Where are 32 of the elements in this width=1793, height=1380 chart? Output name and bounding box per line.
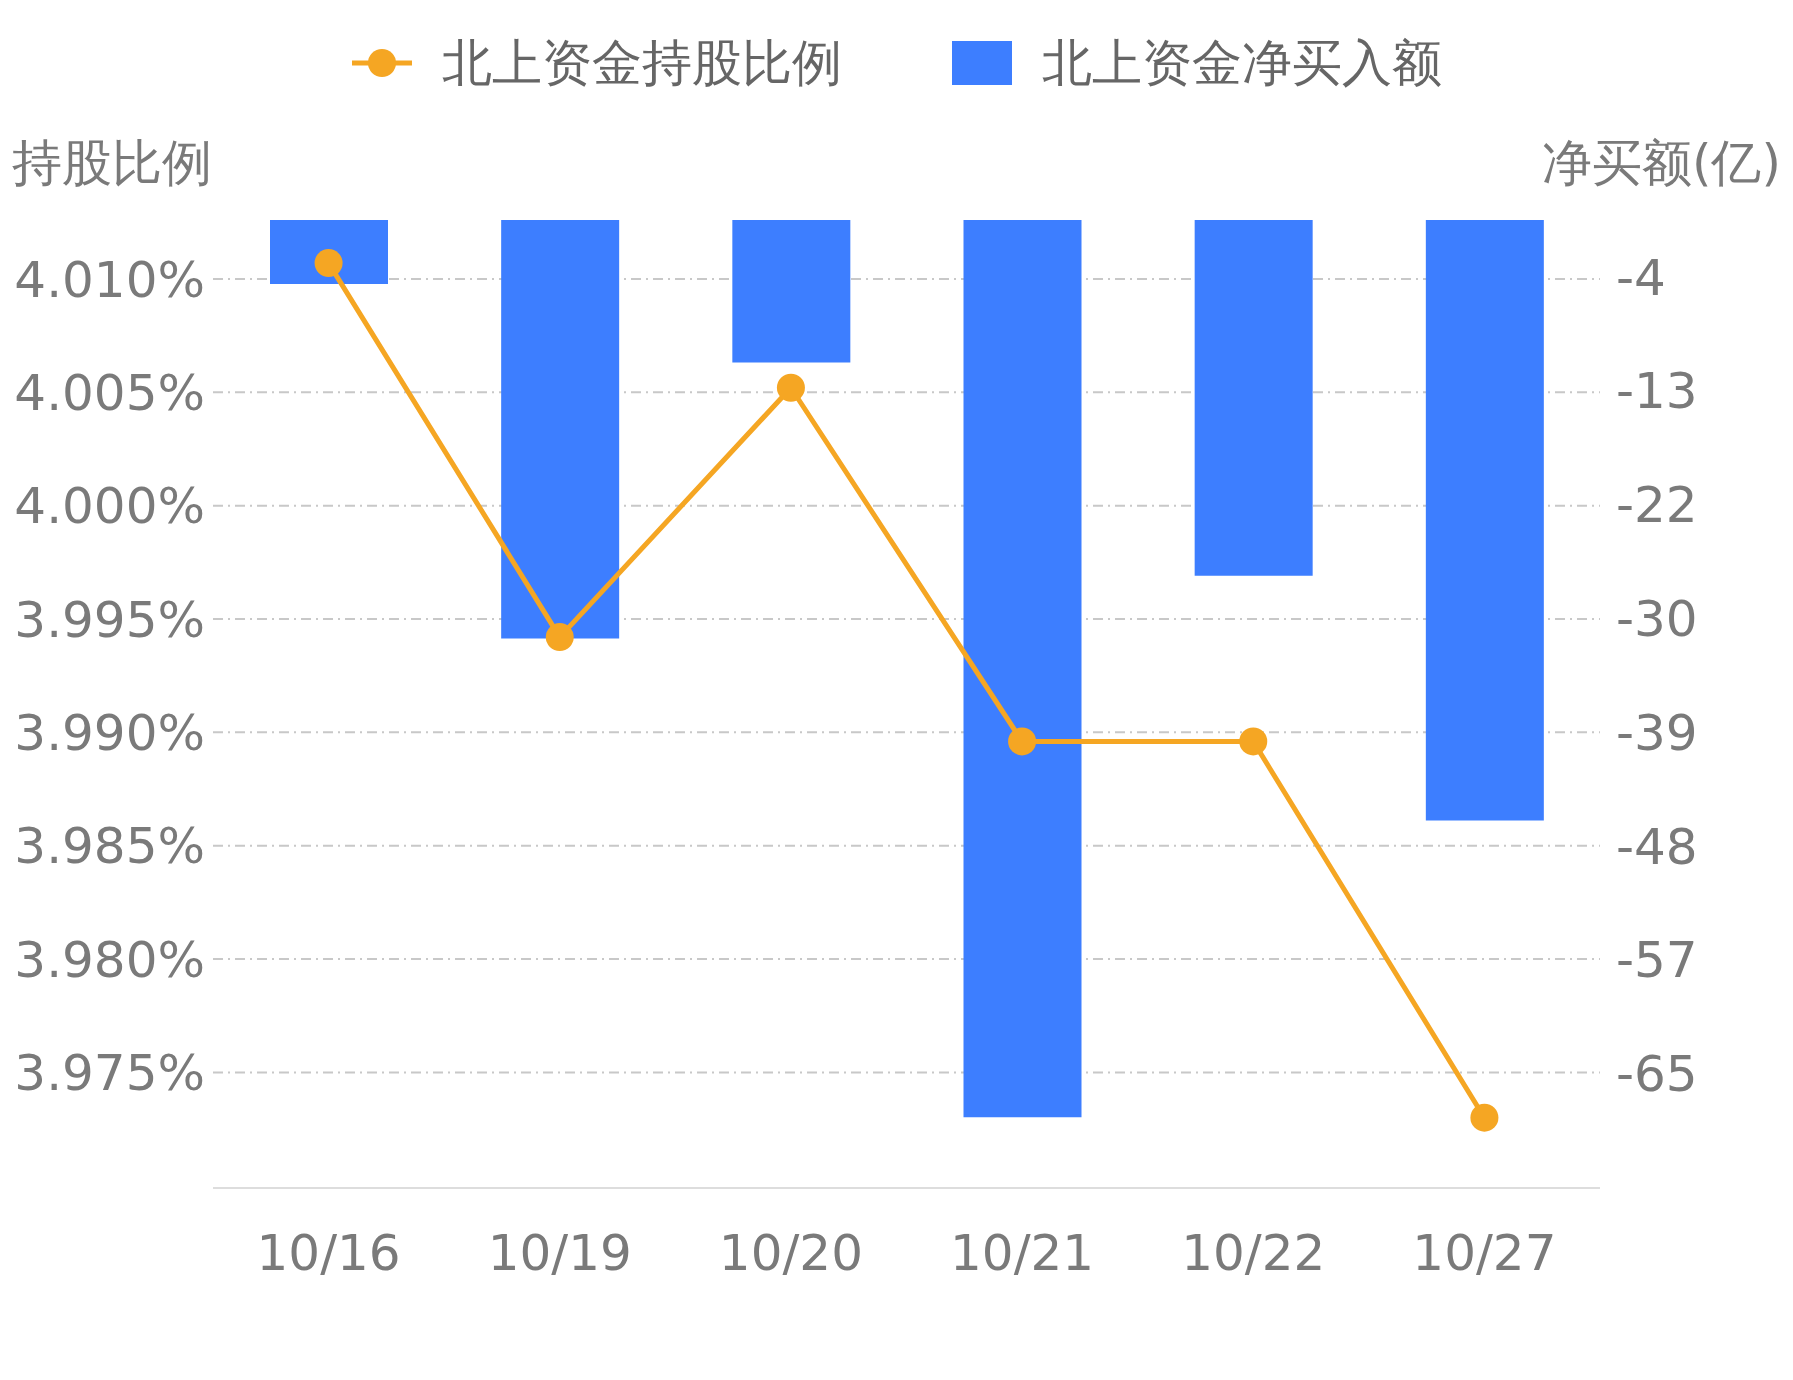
y-axis-title: 持股比例 [12,132,212,194]
y2-tick-label: -22 [1616,476,1698,535]
y-tick-label: 4.000% [14,477,205,536]
point [1239,727,1268,756]
point [314,249,343,278]
y-tick-label: 3.975% [14,1044,205,1103]
y-tick-label: 4.010% [14,250,205,309]
x-tick-label: 10/22 [1181,1223,1326,1282]
legend-label: 北上资金持股比例 [441,32,842,94]
y2-tick-label: -13 [1616,362,1698,421]
y2-axis-title: 净买额(亿) [1541,132,1781,194]
x-tick-label: 10/27 [1412,1223,1557,1282]
y2-tick-label: -30 [1616,590,1698,649]
x-tick-label: 10/21 [950,1223,1095,1282]
point [545,623,574,652]
point [1008,727,1037,756]
y-tick-label: 3.995% [14,590,205,649]
point [776,373,805,402]
point [1470,1103,1499,1132]
y2-tick-label: -57 [1616,931,1698,990]
y2-tick-label: -65 [1616,1045,1698,1104]
x-tick-label: 10/20 [718,1223,863,1282]
y-tick-label: 3.990% [14,704,205,763]
y-tick-label: 3.980% [14,930,205,989]
y-tick-label: 4.005% [14,364,205,423]
x-tick-label: 10/19 [487,1223,632,1282]
y2-tick-label: -4 [1616,248,1666,307]
legend-label: 北上资金净买入额 [1041,32,1442,94]
y2-tick-label: -48 [1616,817,1698,876]
y2-tick-label: -39 [1616,703,1698,762]
y-tick-label: 3.985% [14,817,205,876]
x-tick-label: 10/16 [256,1223,401,1282]
